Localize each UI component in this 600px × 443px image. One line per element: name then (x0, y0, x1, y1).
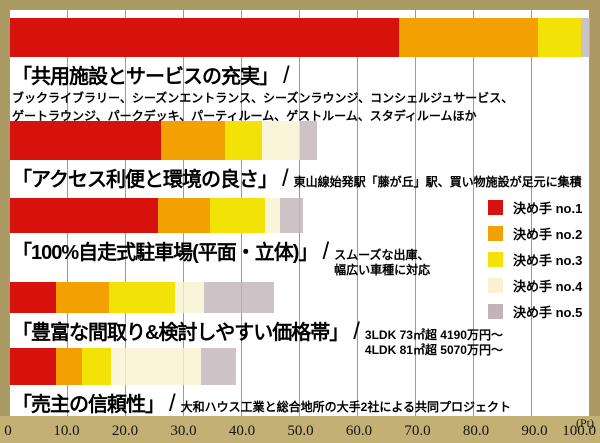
legend-label: 決め手 no.2 (513, 226, 583, 242)
bar-label: 「100%自走式駐車場(平面・立体)」 / スムーズな出庫、 幅広い車種に対応 (10, 236, 590, 278)
bar-segment (10, 282, 57, 313)
legend-label: 決め手 no.4 (513, 278, 583, 294)
bar-title-line: 「共用施設とサービスの充実」 / (12, 60, 590, 89)
bar-segment (157, 198, 211, 233)
bar-description: 3LDK 73㎡超 4190万円〜 4LDK 81㎡超 5070万円〜 (364, 328, 503, 357)
axis-tick-label: 80.0 (462, 423, 490, 439)
legend-swatch (488, 199, 503, 215)
bar-segment (56, 348, 83, 385)
bar-row: 「アクセス利便と環境の良さ」 / 東山線始発駅「藤が丘」駅、買い物施設が足元に集積 (10, 121, 590, 192)
legend-swatch (488, 277, 503, 293)
bar-row: 「豊富な間取り&検討しやすい価格帯」/3LDK 73㎡超 4190万円〜 4LD… (10, 282, 590, 358)
bar-segment (265, 198, 280, 233)
axis-unit-label: (Pt) (576, 416, 594, 430)
axis-tick-label: 30.0 (170, 423, 197, 439)
bar-label: 「売主の信頼性」 / 大和ハウス工業と総合地所の大手2社による共同プロジェクト (10, 388, 590, 417)
axis-tick-label: 60.0 (345, 423, 373, 439)
axis-tick-label: 10.0 (53, 423, 80, 439)
bar-segment (279, 198, 303, 233)
bar-segment (201, 348, 237, 385)
stacked-bar (10, 282, 590, 313)
legend-label: 決め手 no.1 (513, 200, 583, 216)
bar-row: 「売主の信頼性」 / 大和ハウス工業と総合地所の大手2社による共同プロジェクト (10, 348, 590, 417)
separator-slash: / (169, 390, 176, 417)
axis-tick-label: 70.0 (404, 423, 431, 439)
bar-title: 「共用施設とサービスの充実」 (12, 66, 279, 88)
bar-segment (299, 121, 318, 160)
legend-label: 決め手 no.3 (513, 252, 583, 268)
stacked-bar (10, 18, 590, 57)
legend-swatch (488, 225, 503, 241)
bar-title: 「売主の信頼性」 (12, 394, 165, 416)
bar-label: 「豊富な間取り&検討しやすい価格帯」/3LDK 73㎡超 4190万円〜 4LD… (10, 316, 590, 358)
axis-tick-label: 50.0 (287, 423, 314, 439)
legend-item: 決め手 no.2 (488, 220, 582, 246)
separator-slash: / (283, 62, 290, 89)
bar-description: 東山線始発駅「藤が丘」駅、買い物施設が足元に集積 (293, 175, 582, 189)
legend-swatch (488, 251, 503, 267)
plot-area: 「共用施設とサービスの充実」 / ブックライブラリー、シーズンエントランス、シーズン… (10, 10, 590, 416)
bar-title: 「アクセス利便と環境の良さ」 (12, 169, 278, 191)
axis-tick-label: 0 (4, 423, 12, 439)
bar-row: 「100%自走式駐車場(平面・立体)」 / スムーズな出庫、 幅広い車種に対応 (10, 198, 590, 278)
bar-segment (537, 18, 582, 57)
axis-tick-label: 90.0 (521, 423, 548, 439)
bar-segment (224, 121, 263, 160)
bar-title: 「100%自走式駐車場(平面・立体)」 (12, 242, 318, 264)
bar-segment (160, 121, 225, 160)
bar-segment (10, 18, 399, 57)
bar-label: 「共用施設とサービスの充実」 / ブックライブラリー、シーズンエントランス、シーズン… (10, 60, 590, 125)
bar-segment (204, 282, 274, 313)
stacked-bar (10, 121, 590, 160)
bar-description: ブックライブラリー、シーズンエントランス、シーズンラウンジ、コンシェルジュサービ… (12, 91, 514, 123)
bar-segment (262, 121, 300, 160)
legend-item: 決め手 no.1 (488, 194, 582, 220)
axis-tick-label: 20.0 (111, 423, 139, 439)
legend-swatch (488, 303, 503, 319)
legend-item: 決め手 no.5 (488, 298, 582, 324)
legend-item: 決め手 no.3 (488, 246, 582, 272)
bar-description: スムーズな出庫、 幅広い車種に対応 (334, 248, 431, 277)
bar-segment (581, 18, 590, 57)
bar-segment (10, 198, 158, 233)
axis-tick-label: 100.0 (562, 423, 596, 439)
legend-item: 決め手 no.4 (488, 272, 582, 298)
bar-segment (398, 18, 538, 57)
bar-segment (56, 282, 109, 313)
axis-tick-label: 40.0 (228, 423, 256, 439)
bar-title: 「豊富な間取り&検討しやすい価格帯」 (12, 322, 349, 344)
bar-segment (10, 348, 57, 385)
bar-segment (210, 198, 266, 233)
stacked-bar (10, 198, 590, 233)
bar-segment (108, 282, 176, 313)
stacked-bar (10, 348, 590, 385)
bar-label: 「アクセス利便と環境の良さ」 / 東山線始発駅「藤が丘」駅、買い物施設が足元に集積 (10, 163, 590, 192)
x-axis: (Pt) 0 10.0 20.0 30.0 40.0 50.0 60.0 70.0 80.0 90… (0, 416, 600, 443)
separator-slash: / (353, 318, 360, 345)
legend-label: 決め手 no.5 (513, 304, 583, 320)
legend: 決め手 no.1 決め手 no.2 決め手 no.3 決め手 no.4 決め手 no.5 (488, 194, 582, 324)
bar-segment (82, 348, 112, 385)
bar-segment (111, 348, 202, 385)
bar-segment (10, 121, 161, 160)
bar-description: 大和ハウス工業と総合地所の大手2社による共同プロジェクト (180, 400, 511, 414)
separator-slash: / (282, 165, 289, 192)
bar-row: 「共用施設とサービスの充実」 / ブックライブラリー、シーズンエントランス、シーズン… (10, 18, 590, 125)
bar-segment (175, 282, 205, 313)
separator-slash: / (322, 238, 330, 265)
